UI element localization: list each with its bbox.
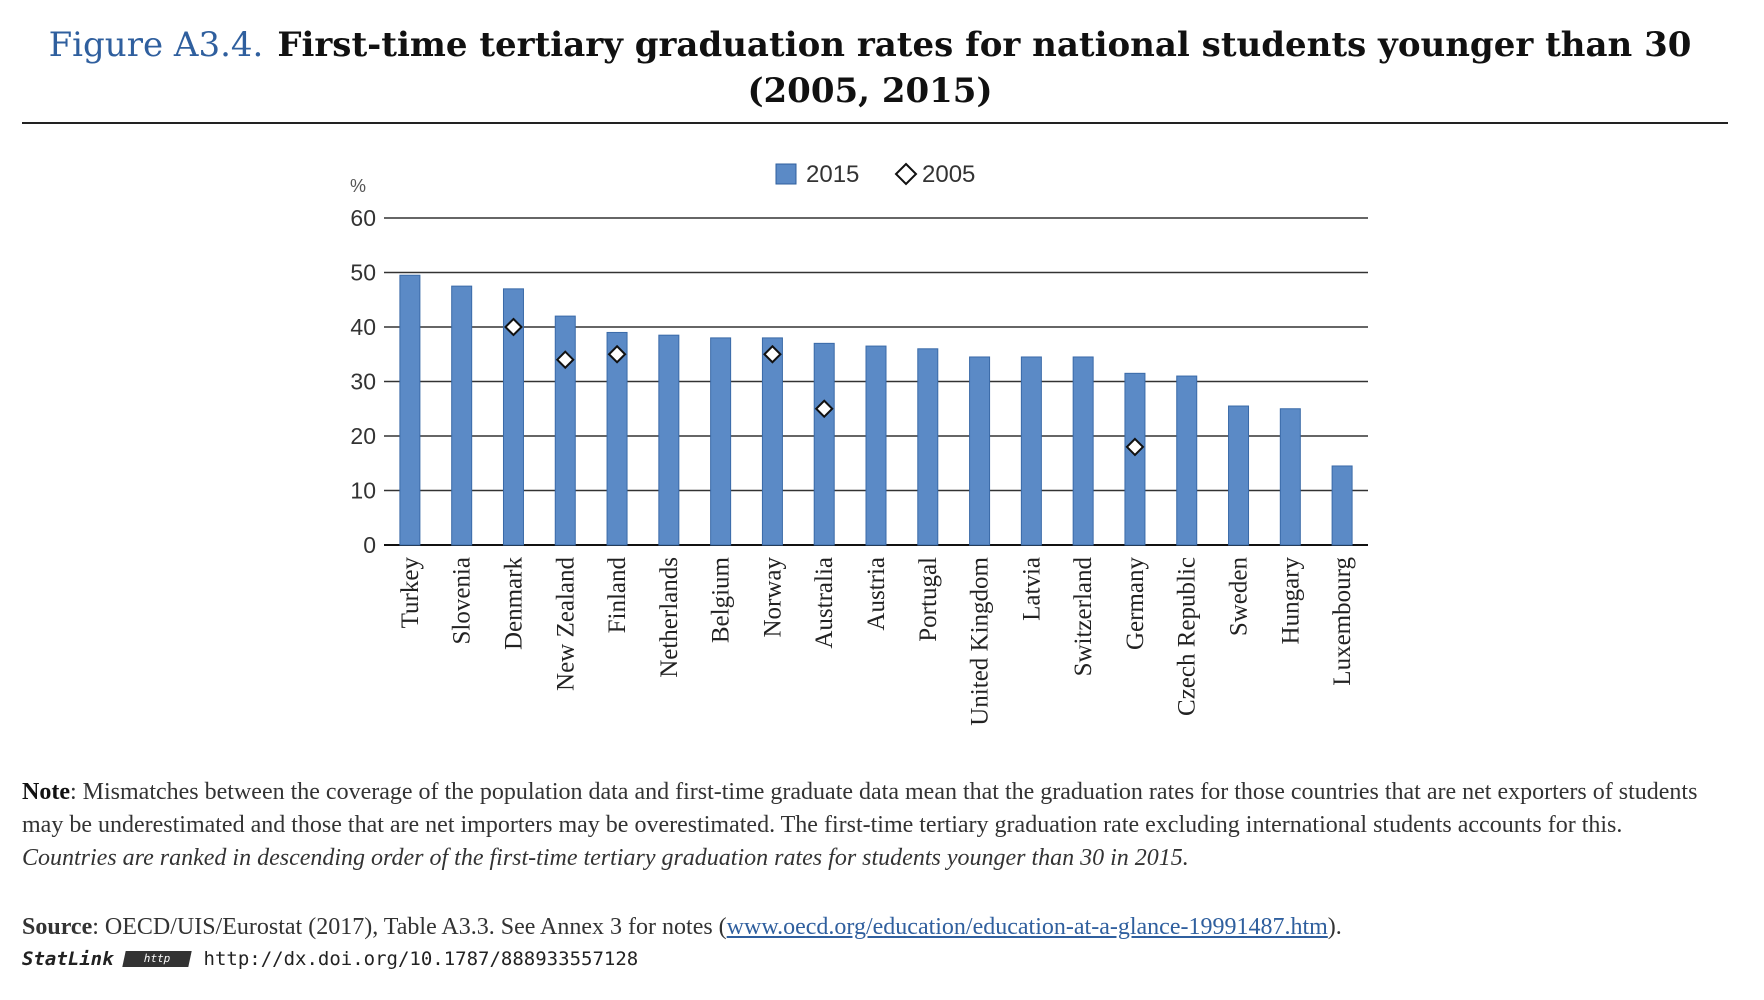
bar-2015 <box>1279 408 1301 546</box>
note-text: : Mismatches between the coverage of the… <box>22 779 1698 838</box>
bar-2015 <box>1331 465 1353 546</box>
bar-2015 <box>710 337 732 546</box>
y-tick-label: 30 <box>350 369 376 395</box>
x-tick-label: Germany <box>1122 557 1149 651</box>
marker-2005 <box>763 344 782 364</box>
bar-2015 <box>917 348 939 546</box>
bar-2015 <box>1124 372 1146 546</box>
y-tick-label: 60 <box>350 205 376 231</box>
x-tick-label: New Zealand <box>552 557 579 691</box>
source-label: Source <box>22 914 93 940</box>
source-link[interactable]: www.oecd.org/education/education-at-a-gl… <box>726 914 1328 940</box>
bar-chart: 0 10 20 30 40 50 60% 2015 2005 Turkey Slovenia Denm… <box>350 161 1368 726</box>
y-tick-label: 40 <box>350 314 376 340</box>
x-tick-label: Luxembourg <box>1329 557 1356 686</box>
x-tick-label: Netherlands <box>656 557 683 678</box>
bar-2015 <box>1072 356 1094 546</box>
note-block: Note: Mismatches between the coverage of… <box>22 776 1728 875</box>
x-tick-label: Switzerland <box>1070 557 1097 677</box>
figure-label: Figure A3.4. <box>48 25 264 65</box>
legend-label-2015: 2015 <box>806 161 859 188</box>
legend-marker-2005 <box>894 162 918 186</box>
x-tick-label: Finland <box>604 557 631 634</box>
x-tick-label: Belgium <box>708 556 735 643</box>
marker-2005 <box>555 350 575 370</box>
statlink-brand: StatLink <box>22 948 114 970</box>
x-tick-label: Australia <box>811 557 838 649</box>
title-text: First-time tertiary graduation rates for… <box>277 25 1692 65</box>
bar-2015 <box>554 315 576 546</box>
bar-2015 <box>1228 405 1250 546</box>
bar-2015 <box>1176 375 1198 546</box>
y-axis-label: % <box>350 176 366 196</box>
statlink-line: StatLink http http://dx.doi.org/10.1787/… <box>22 948 638 970</box>
marker-2005 <box>607 344 627 364</box>
figure-title: Figure A3.4. First-time tertiary graduati… <box>20 22 1720 114</box>
marker-2005 <box>504 317 523 337</box>
bar-2015 <box>451 285 473 546</box>
y-tick-label: 20 <box>350 423 376 449</box>
source-end: ). <box>1327 914 1342 940</box>
bar-2015 <box>399 274 421 546</box>
y-tick-label: 50 <box>350 260 376 286</box>
x-tick-label: Austria <box>863 557 890 631</box>
title-line-2: (2005, 2015) <box>747 71 993 111</box>
source-line: Source: OECD/UIS/Eurostat (2017), Table … <box>22 912 1342 942</box>
x-tick-label: United Kingdom <box>967 556 994 725</box>
x-tick-label: Slovenia <box>449 557 476 645</box>
marker-2005 <box>1125 437 1145 457</box>
y-tick-label: 0 <box>363 532 376 558</box>
bar-2015 <box>1020 356 1042 546</box>
x-tick-label: Sweden <box>1226 557 1253 637</box>
bar-2015 <box>969 356 991 546</box>
title-line-1: Figure A3.4. First-time tertiary graduati… <box>20 22 1720 68</box>
note-label: Note <box>22 779 70 805</box>
title-divider <box>22 122 1728 124</box>
legend-label-2005: 2005 <box>922 161 975 188</box>
source-text: : OECD/UIS/Eurostat (2017), Table A3.3. … <box>92 914 727 940</box>
bar-2015 <box>761 337 783 546</box>
bar-2015 <box>865 345 887 546</box>
y-tick-label: 10 <box>350 478 376 504</box>
x-tick-label: Norway <box>759 557 786 638</box>
bar-2015 <box>813 342 835 546</box>
bar-2015 <box>502 288 524 546</box>
marker-2005 <box>814 399 834 419</box>
x-tick-label: Denmark <box>500 557 527 651</box>
bar-2015 <box>658 334 680 546</box>
note-paragraph: Note: Mismatches between the coverage of… <box>22 776 1728 842</box>
statlink-url[interactable]: http://dx.doi.org/10.1787/888933557128 <box>203 948 639 970</box>
bar-2015 <box>606 331 628 546</box>
x-tick-label: Turkey <box>397 557 424 629</box>
statlink-logo-icon: http <box>121 951 192 967</box>
x-tick-label: Czech Republic <box>1174 557 1201 716</box>
x-tick-label: Latvia <box>1018 557 1045 621</box>
x-tick-label: Hungary <box>1277 557 1304 645</box>
x-tick-label: Portugal <box>915 557 942 642</box>
ranking-note: Countries are ranked in descending order… <box>22 845 1189 871</box>
legend-swatch-2015 <box>775 163 797 185</box>
